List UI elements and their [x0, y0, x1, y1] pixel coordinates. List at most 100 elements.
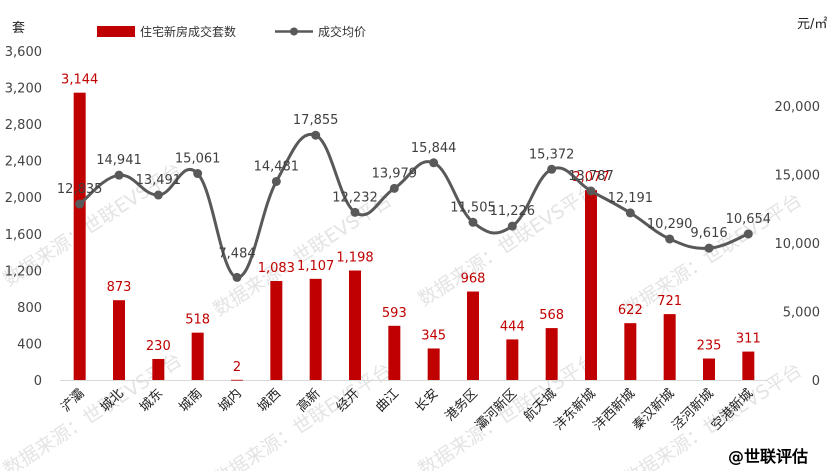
bar: [624, 323, 637, 380]
price-value-label: 7,484: [218, 246, 255, 261]
y-right-tick-labels: 0 5,000 10,000 15,000 20,000: [775, 100, 821, 389]
x-tick-label: 秦汉新城: [629, 386, 677, 434]
price-value-label: 12,191: [608, 191, 654, 206]
bar-value-label: 3,144: [61, 73, 98, 88]
price-value-label: 10,290: [647, 217, 693, 232]
bar-value-label: 721: [657, 294, 682, 309]
price-point: [350, 207, 360, 217]
bar-value-label: 2: [233, 360, 241, 375]
y-left-tick-label: 2,000: [5, 191, 42, 206]
bar-value-label: 1,107: [297, 259, 334, 274]
price-point: [586, 186, 596, 196]
bar: [506, 339, 519, 380]
price-point: [507, 221, 517, 231]
price-value-label: 13,979: [372, 166, 418, 181]
bar: [545, 328, 558, 380]
price-point: [665, 234, 675, 244]
price-value-label: 14,481: [254, 159, 300, 174]
price-point: [75, 199, 85, 209]
price-value-label: 13,491: [136, 173, 182, 188]
legend-line-marker: [290, 27, 298, 36]
price-value-label: 14,941: [96, 153, 142, 168]
y-left-tick-label: 1,600: [5, 228, 42, 243]
price-value-label: 17,855: [293, 113, 339, 128]
price-point: [232, 272, 242, 282]
price-value-label: 12,835: [57, 182, 103, 197]
bar: [388, 325, 401, 380]
y-left-tick-label: 2,400: [5, 155, 42, 170]
bar-value-label: 235: [697, 339, 722, 354]
price-point: [743, 229, 753, 239]
bar: [585, 190, 597, 380]
price-point: [311, 130, 321, 140]
price-point: [271, 176, 281, 186]
price-point: [193, 169, 203, 179]
bar-value-label: 968: [461, 272, 486, 287]
price-value-label: 15,372: [529, 147, 575, 162]
price-value-label: 9,616: [690, 226, 727, 241]
y-left-axis-title: 套: [12, 20, 25, 36]
y-left-tick-label: 3,600: [5, 45, 42, 60]
x-tick-label: 沣西新城: [590, 386, 638, 434]
price-point: [153, 190, 163, 200]
price-value-label: 15,061: [175, 152, 221, 167]
y-right-tick-label: 0: [812, 374, 820, 389]
bar: [270, 281, 283, 380]
price-point: [114, 170, 124, 180]
bar-value-label: 593: [382, 306, 407, 321]
bar-value-label: 2,077: [572, 170, 609, 185]
bar-value-label: 230: [146, 339, 171, 354]
price-value-label: 13,787: [568, 169, 614, 184]
price-value-label: 11,505: [450, 200, 496, 215]
legend-line-label: 成交均价: [318, 24, 366, 39]
price-point: [704, 243, 714, 253]
y-left-tick-label: 1,200: [5, 264, 42, 279]
legend: 住宅新房成交套数 成交均价: [97, 24, 366, 39]
bar-value-label: 1,198: [336, 251, 373, 266]
price-point: [389, 183, 399, 193]
bar: [309, 278, 322, 380]
bar: [663, 314, 676, 380]
bar-value-label: 518: [185, 313, 210, 328]
price-value-label: 10,654: [726, 212, 772, 227]
bar-value-label: 311: [736, 332, 761, 347]
y-right-tick-label: 10,000: [775, 237, 821, 252]
brand-label: @世联评估: [728, 447, 808, 466]
bar: [703, 358, 715, 380]
y-left-tick-labels: 0 400 800 1,200 1,600 2,000 2,400 2,800 3,200 3,6…: [5, 45, 42, 389]
x-tick-label: 曲江: [373, 386, 402, 415]
y-right-axis-title: 元/㎡: [797, 17, 827, 32]
y-left-tick-label: 800: [17, 301, 42, 316]
price-point: [468, 217, 478, 227]
legend-bar-label: 住宅新房成交套数: [140, 24, 236, 39]
bar: [349, 270, 361, 380]
price-value-label: 11,226: [490, 204, 536, 219]
y-right-tick-label: 20,000: [775, 100, 821, 115]
watermark-text: 数据来源：世联EVS平台: [619, 189, 805, 321]
y-right-tick-label: 15,000: [775, 168, 821, 183]
price-value-label: 15,844: [411, 141, 457, 156]
bar-value-label: 622: [618, 303, 643, 318]
bar-value-label: 444: [500, 319, 525, 334]
y-left-tick-label: 0: [34, 374, 42, 389]
y-left-tick-label: 3,200: [5, 82, 42, 97]
bar: [467, 291, 479, 380]
y-left-tick-label: 400: [17, 337, 42, 352]
bar: [427, 348, 440, 380]
price-value-label: 12,232: [332, 190, 378, 205]
x-tick-label: 城内: [215, 386, 245, 416]
bar: [231, 379, 243, 381]
bar-series: [73, 92, 755, 381]
line-value-labels: 12,835 14,941 13,491 15,061 7,484 14,481 17,85…: [57, 113, 771, 261]
bar: [742, 351, 755, 380]
bar: [73, 92, 86, 380]
bar-value-label: 345: [421, 328, 446, 343]
legend-bar-swatch: [97, 26, 135, 37]
bar-value-label: 1,083: [258, 261, 295, 276]
y-right-tick-label: 5,000: [783, 305, 820, 320]
price-point: [547, 164, 557, 174]
watermark-text: 数据来源：世联EVS平台: [414, 179, 600, 311]
